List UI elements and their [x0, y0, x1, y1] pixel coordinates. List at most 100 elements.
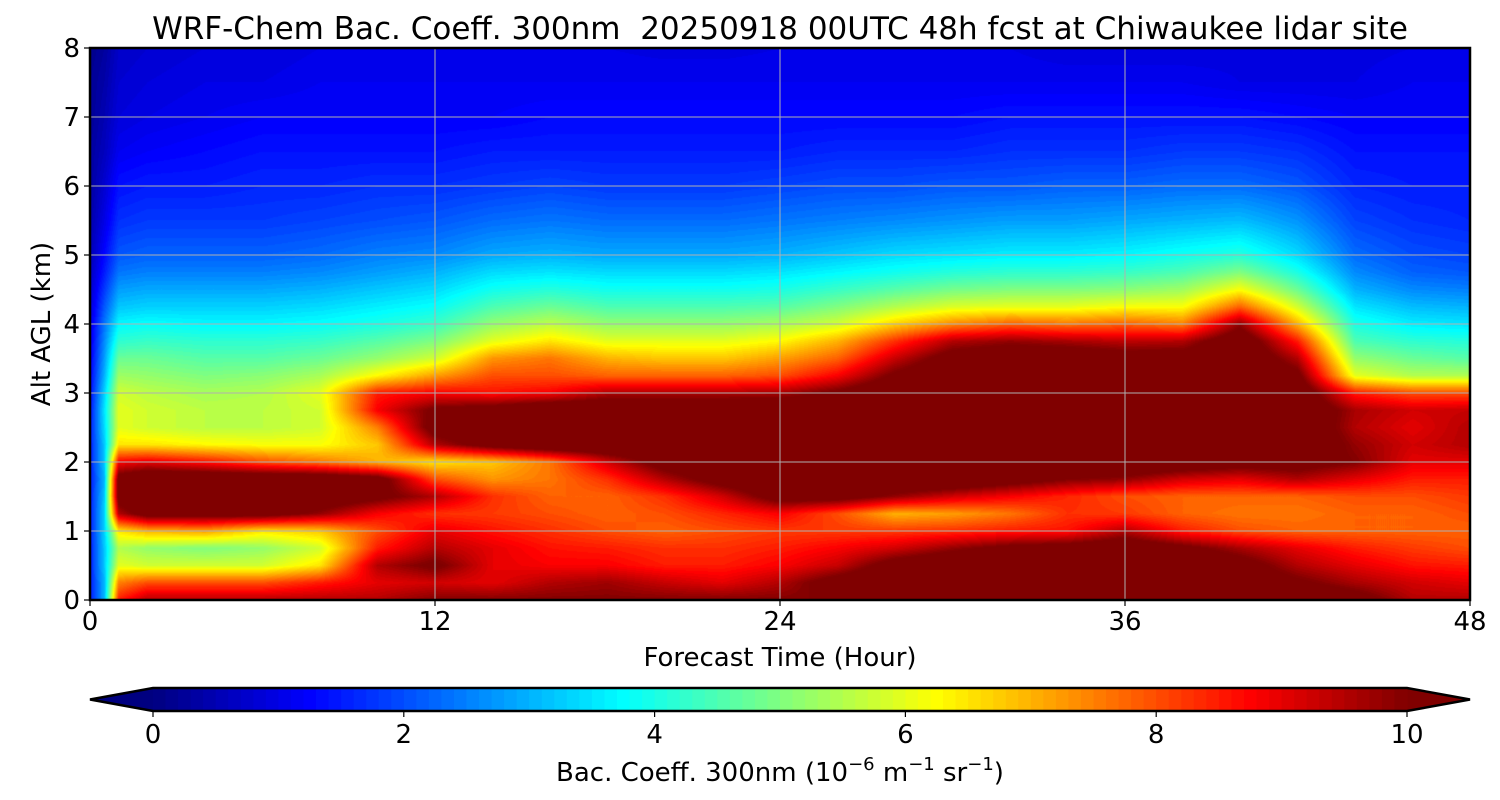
colorbar-segment [767, 688, 781, 711]
colorbar-segment [1018, 688, 1032, 711]
colorbar-segment [917, 688, 932, 711]
colorbar-label-exp2: −1 [908, 754, 935, 775]
colorbar-tick-label: 10 [1390, 720, 1423, 750]
colorbar-segment [968, 688, 982, 711]
colorbar-segment [805, 688, 819, 711]
colorbar-tick-label: 4 [646, 720, 663, 750]
colorbar-segment [591, 688, 606, 711]
colorbar-segment [1005, 688, 1019, 711]
y-tick-label: 0 [63, 586, 80, 616]
colorbar-segment [980, 688, 994, 711]
colorbar-segment [1193, 688, 1207, 711]
colorbar-segment [679, 688, 693, 711]
colorbar-label-exp3: −1 [967, 754, 994, 775]
colorbar-segment [1381, 688, 1396, 711]
colorbar-segment [1294, 688, 1308, 711]
colorbar-segment [1231, 688, 1245, 711]
y-tick-label: 8 [63, 34, 80, 64]
colorbar-segment [1168, 688, 1182, 711]
colorbar-segment [215, 688, 229, 711]
colorbar-segment [441, 688, 455, 711]
colorbar-segment [1093, 688, 1107, 711]
colorbar-segment [943, 688, 957, 711]
colorbar-segment [629, 688, 643, 711]
colorbar [89, 686, 1471, 713]
colorbar-segment [541, 688, 555, 711]
colorbar-segment [855, 688, 869, 711]
colorbar-segment [792, 688, 806, 711]
colorbar-segment [341, 688, 355, 711]
colorbar-label-close: ) [994, 758, 1004, 788]
colorbar-segment [453, 688, 468, 711]
colorbar-segment [228, 688, 242, 711]
colorbar-label-exp1: −6 [848, 754, 875, 775]
colorbar-segment [616, 688, 631, 711]
y-tick-label: 6 [63, 172, 80, 202]
y-tick-label: 7 [63, 103, 80, 133]
colorbar-tick-label: 2 [396, 720, 413, 750]
colorbar-segment [955, 688, 969, 711]
colorbar-segment [704, 688, 718, 711]
colorbar-tick-label: 6 [897, 720, 914, 750]
colorbar-segment [1181, 688, 1195, 711]
colorbar-segment [1269, 688, 1283, 711]
colorbar-segment [479, 688, 493, 711]
x-tick-label: 12 [418, 607, 451, 637]
colorbar-segment [867, 688, 881, 711]
y-tick-label: 4 [63, 310, 80, 340]
colorbar-segment [604, 688, 618, 711]
colorbar-label-unit1: m [875, 758, 909, 788]
y-axis-label: Alt AGL (km) [27, 242, 57, 406]
colorbar-segment [1131, 688, 1145, 711]
colorbar-segment [1331, 688, 1345, 711]
colorbar-segment [1369, 688, 1383, 711]
colorbar-segment [290, 688, 305, 711]
colorbar-segment [428, 688, 443, 711]
colorbar-segment [416, 688, 430, 711]
colorbar-segment [754, 688, 769, 711]
colorbar-segment [729, 688, 743, 711]
x-tick-label: 36 [1108, 607, 1141, 637]
colorbar-segment [742, 688, 756, 711]
colorbar-segment [1118, 688, 1132, 711]
colorbar-segment [1394, 688, 1408, 711]
colorbar-segment [717, 688, 731, 711]
colorbar-segment [1281, 688, 1295, 711]
colorbar-segment [178, 688, 192, 711]
colorbar-segment [1156, 688, 1170, 711]
colorbar-segment [1306, 688, 1320, 711]
colorbar-segment [1080, 688, 1095, 711]
colorbar-segment [1055, 688, 1070, 711]
colorbar-extend-min [90, 688, 153, 711]
y-axis-ticks: 0 1 2 3 4 5 6 7 8 [63, 34, 90, 616]
colorbar-segment [993, 688, 1007, 711]
colorbar-segment [491, 688, 505, 711]
colorbar-segment [780, 688, 794, 711]
colorbar-extend-max [1407, 688, 1470, 711]
colorbar-segment [905, 688, 919, 711]
gridlines [90, 48, 1470, 600]
colorbar-segment [466, 688, 480, 711]
colorbar-segment [278, 688, 292, 711]
colorbar-segment [1356, 688, 1370, 711]
colorbar-segment [1243, 688, 1258, 711]
colorbar-segment [353, 688, 367, 711]
colorbar-segment [316, 688, 330, 711]
colorbar-segment [654, 688, 668, 711]
colorbar-segment [1106, 688, 1120, 711]
colorbar-segment [892, 688, 906, 711]
colorbar-label: Bac. Coeff. 300nm (10−6 m−1 sr−1) [556, 754, 1004, 788]
colorbar-segment [328, 688, 342, 711]
colorbar-segment [1068, 688, 1082, 711]
colorbar-segment [880, 688, 894, 711]
colorbar-label-unit2: sr [935, 758, 968, 788]
y-tick-label: 2 [63, 448, 80, 478]
colorbar-segment [391, 688, 405, 711]
colorbar-segment [1256, 688, 1270, 711]
colorbar-segment [403, 688, 417, 711]
colorbar-segment [1319, 688, 1333, 711]
colorbar-segment [516, 688, 530, 711]
colorbar-segment [504, 688, 518, 711]
y-tick-label: 5 [63, 241, 80, 271]
colorbar-segment [692, 688, 706, 711]
